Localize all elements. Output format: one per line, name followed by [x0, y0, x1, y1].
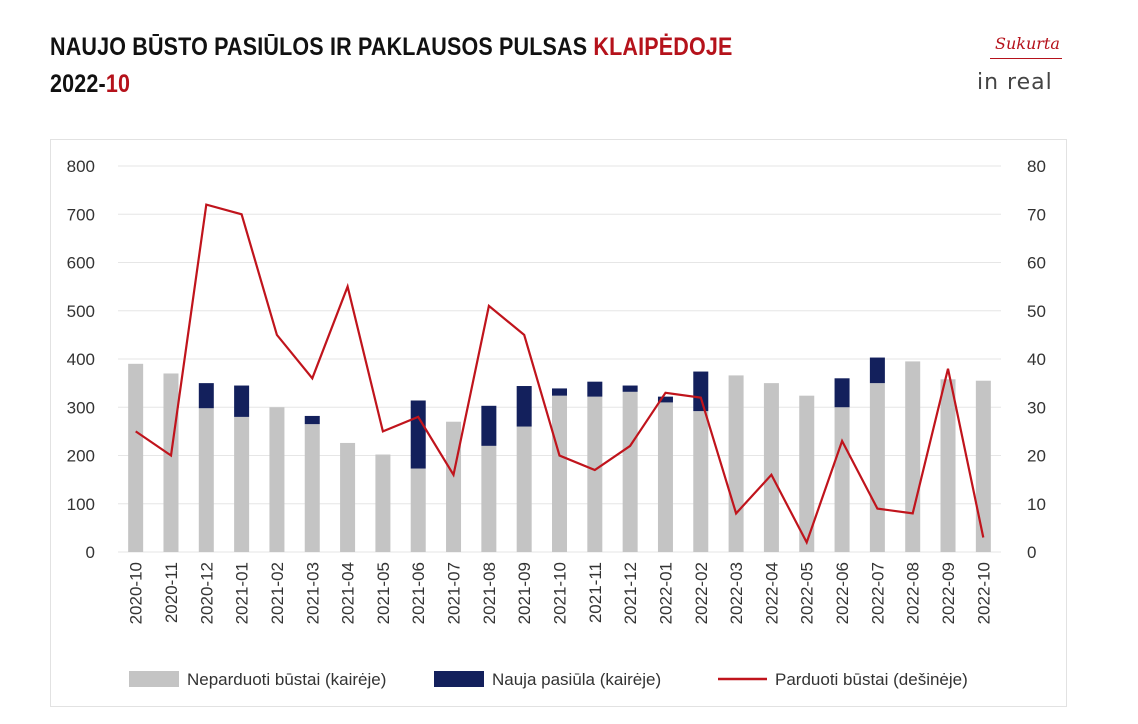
page-period: 2022-10: [50, 70, 130, 99]
x-tick-label: 2020-10: [127, 562, 146, 624]
x-tick-label: 2021-02: [268, 562, 287, 624]
y-right-tick-label: 50: [1027, 302, 1046, 321]
title-city: KLAIPĖDOJE: [593, 33, 733, 61]
bar-unsold: [304, 424, 320, 552]
bar-unsold: [799, 395, 815, 552]
chart-frame: 0 100 200 300 400 500 600 700 800 0 10 20 30 40 50 60 70…: [50, 139, 1067, 707]
x-tick-label: 2020-12: [197, 562, 216, 624]
bar-unsold: [269, 407, 285, 552]
y-left-tick-label: 300: [67, 398, 95, 417]
y-left-tick-label: 100: [67, 495, 95, 514]
y-right-tick-label: 70: [1027, 205, 1046, 224]
chart: 0 100 200 300 400 500 600 700 800 0 10 20 30 40 50 60 70…: [67, 157, 1046, 689]
bar-new-offer: [234, 385, 250, 417]
x-tick-label: 2022-02: [692, 562, 711, 624]
x-tick-label: 2021-05: [374, 562, 393, 624]
x-tick-label: 2022-01: [656, 562, 675, 624]
x-tick-label: 2021-08: [480, 562, 499, 624]
x-tick-label: 2022-03: [727, 562, 746, 624]
y-right-tick-label: 20: [1027, 447, 1046, 466]
bar-unsold: [975, 380, 991, 552]
x-tick-label: 2020-11: [162, 562, 181, 623]
bar-unsold: [198, 408, 214, 552]
x-tick-label: 2022-08: [904, 562, 923, 624]
x-tick-label: 2021-11: [586, 562, 605, 623]
bar-new-offer: [304, 415, 320, 425]
title-main: NAUJO BŪSTO PASIŪLOS IR PAKLAUSOS PULSAS: [50, 33, 594, 61]
bar-unsold: [410, 468, 426, 552]
y-right-tick-label: 40: [1027, 350, 1046, 369]
x-tick-label: 2021-04: [339, 562, 358, 624]
bar-new-offer: [834, 378, 850, 408]
bar-unsold: [905, 361, 921, 552]
x-tick-label: 2021-10: [551, 562, 570, 624]
bar-unsold: [869, 383, 885, 552]
x-tick-label: 2022-06: [833, 562, 852, 624]
bar-new-offer: [869, 357, 885, 384]
y-right-tick-label: 0: [1027, 543, 1036, 562]
bar-new-offer: [693, 371, 709, 412]
bar-unsold: [622, 391, 638, 552]
bar-unsold: [375, 454, 391, 552]
bar-unsold: [234, 416, 250, 552]
legend-label-new-offer: Nauja pasiūla (kairėje): [492, 670, 661, 689]
y-right-tick-label: 60: [1027, 254, 1046, 273]
y-left-tick-label: 0: [86, 543, 95, 562]
bar-unsold: [763, 383, 779, 552]
bar-unsold: [693, 411, 709, 552]
bar-new-offer: [481, 405, 497, 446]
bar-unsold: [657, 402, 673, 552]
x-tick-label: 2022-07: [868, 562, 887, 624]
x-tick-label: 2021-06: [409, 562, 428, 624]
y-right-tick-label: 80: [1027, 157, 1046, 176]
bar-unsold: [728, 375, 744, 552]
period-month: 10: [105, 70, 131, 98]
bar-new-offer: [410, 400, 426, 469]
x-tick-label: 2021-03: [303, 562, 322, 624]
logo-inreal: in real: [977, 70, 1053, 95]
y-left-tick-label: 600: [67, 254, 95, 273]
y-left-tick-label: 400: [67, 350, 95, 369]
bar-unsold: [516, 426, 532, 552]
y-left-tick-label: 800: [67, 157, 95, 176]
logo-rule: [990, 58, 1062, 59]
bar-new-offer: [657, 396, 673, 403]
bar-unsold: [834, 407, 850, 552]
y-left-tick-label: 700: [67, 205, 95, 224]
bar-new-offer: [587, 381, 603, 397]
bar-unsold: [552, 395, 567, 552]
period-year: 2022-: [50, 70, 106, 98]
logo-sukurta: Sukurta: [995, 34, 1060, 53]
x-tick-label: 2022-04: [762, 562, 781, 624]
bar-unsold: [128, 363, 144, 552]
x-tick-label: 2021-12: [621, 562, 640, 624]
x-tick-label: 2022-05: [798, 562, 817, 624]
bar-unsold: [340, 442, 356, 552]
bar-unsold: [446, 421, 462, 552]
bar-unsold: [587, 396, 603, 552]
x-tick-label: 2022-10: [974, 562, 993, 624]
bar-new-offer: [516, 386, 532, 427]
legend-swatch-unsold: [129, 671, 179, 687]
legend-swatch-new-offer: [434, 671, 484, 687]
bar-new-offer: [622, 385, 638, 392]
y-right-tick-label: 10: [1027, 495, 1046, 514]
legend-label-sold: Parduoti būstai (dešinėje): [775, 670, 968, 689]
bar-new-offer: [198, 383, 214, 409]
x-tick-label: 2021-07: [445, 562, 464, 624]
page-title: NAUJO BŪSTO PASIŪLOS IR PAKLAUSOS PULSAS…: [50, 33, 733, 62]
bar-new-offer: [552, 388, 567, 396]
bar-unsold: [940, 379, 956, 552]
bar-unsold: [481, 445, 497, 552]
x-tick-label: 2021-09: [515, 562, 534, 624]
bar-unsold: [163, 373, 179, 552]
y-right-tick-label: 30: [1027, 398, 1046, 417]
legend-label-unsold: Neparduoti būstai (kairėje): [187, 670, 386, 689]
legend: Neparduoti būstai (kairėje) Nauja pasiūla…: [129, 670, 968, 689]
x-tick-label: 2021-01: [233, 562, 252, 624]
y-left-tick-label: 200: [67, 447, 95, 466]
y-left-tick-label: 500: [67, 302, 95, 321]
x-tick-label: 2022-09: [939, 562, 958, 624]
